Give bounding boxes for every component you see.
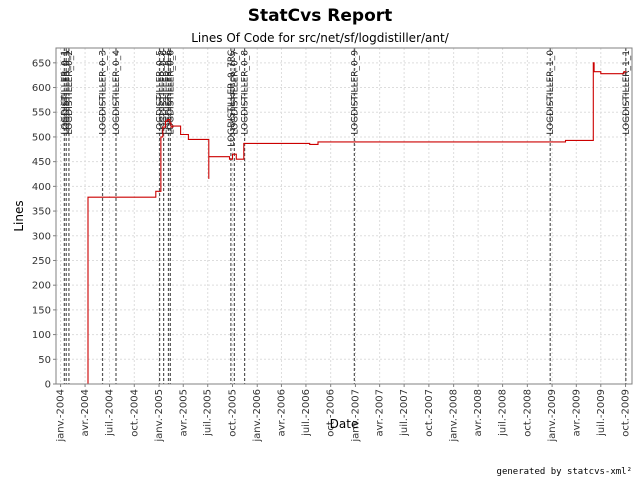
- x-tick-label: janv.-2004: [56, 389, 67, 443]
- x-tick-label: oct.-2005: [227, 389, 238, 437]
- release-marker-label: LOGDISTILLER_0_6: [164, 50, 174, 135]
- y-axis: 0 50 100 150 200 250 300 350 400 450 500 550 600 650: [32, 58, 56, 391]
- x-tick-label: juil.-2004: [105, 389, 116, 437]
- series-lines: [87, 62, 627, 385]
- y-tick-label: 300: [32, 231, 51, 242]
- footer-credit: generated by statcvs-xml²: [497, 467, 632, 477]
- x-tick-label: juil.-2006: [301, 389, 312, 437]
- x-tick-label: juil.-2008: [498, 389, 509, 437]
- x-tick-label: oct.-2007: [424, 389, 435, 437]
- x-tick-label: janv.-2008: [449, 389, 460, 443]
- release-marker-label: LOGDISTILLER_0_6: [160, 50, 170, 135]
- x-axis-label: Date: [330, 417, 359, 431]
- y-tick-label: 550: [32, 108, 51, 119]
- x-tick-label: avr.-2008: [473, 389, 484, 436]
- x-tick-label: avr.-2006: [276, 389, 287, 436]
- y-axis-label: Lines: [12, 200, 26, 231]
- y-tick-label: 250: [32, 256, 51, 267]
- release-marker-label: LOGDISTILLER_0_2: [65, 50, 75, 135]
- y-tick-label: 450: [32, 157, 51, 168]
- release-markers: LOGDISTILLER_0_1LOGDISTILLER_0_1LOGDISTI…: [60, 48, 632, 384]
- x-tick-label: janv.-2006: [252, 389, 263, 443]
- chart-title: StatCvs Report: [248, 6, 393, 26]
- x-tick-label: avr.-2007: [375, 389, 386, 436]
- release-marker-label: LOGDISTILLER_1_1: [622, 50, 632, 135]
- y-tick-label: 650: [32, 58, 51, 69]
- release-marker-label: LOGDISTILLER_1_0: [546, 50, 556, 135]
- x-tick-label: oct.-2009: [621, 389, 632, 437]
- x-tick-label: janv.-2007: [350, 389, 361, 443]
- chart-subtitle: Lines Of Code for src/net/sf/logdistille…: [191, 31, 449, 45]
- release-marker-label: LOGDISTILLER_0_1: [62, 50, 72, 135]
- y-tick-label: 350: [32, 207, 51, 218]
- y-tick-label: 600: [32, 83, 51, 94]
- release-marker-label: LOGDISTILLER_0_6: [166, 50, 176, 135]
- x-tick-label: avr.-2005: [178, 389, 189, 436]
- x-tick-label: juil.-2009: [596, 389, 607, 437]
- release-marker-label: LOGDISTILLER_0_1: [60, 50, 70, 135]
- x-tick-label: oct.-2004: [129, 389, 140, 437]
- y-tick-label: 200: [32, 281, 51, 292]
- plot-area: [56, 48, 632, 384]
- y-tick-label: 50: [38, 355, 51, 366]
- release-marker-label: LOGDISTILLER_0_5: [156, 50, 166, 135]
- x-tick-label: oct.-2006: [326, 389, 337, 437]
- release-marker-label: LOGDISTILLER_0_9: [350, 50, 360, 135]
- x-tick-label: janv.-2005: [154, 389, 165, 443]
- y-tick-label: 500: [32, 132, 51, 143]
- y-tick-label: 400: [32, 182, 51, 193]
- release-marker-label: LOGDISTILLER_0_7: [230, 50, 240, 135]
- loc-series-line: [87, 62, 627, 385]
- release-marker-label: LOGDISTILLER_0_3: [99, 50, 109, 135]
- x-tick-label: avr.-2009: [571, 389, 582, 436]
- x-tick-label: juil.-2005: [203, 389, 214, 437]
- release-marker-label: LOGDISTILLER_0_7RC: [227, 50, 237, 147]
- x-axis: janv.-2004 avr.-2004 juil.-2004 oct.-2004 ja…: [56, 384, 632, 443]
- grid: [56, 48, 632, 384]
- plot-border: [55, 47, 633, 385]
- x-tick-label: juil.-2007: [399, 389, 410, 437]
- y-tick-label: 0: [45, 380, 51, 391]
- release-marker-label: LOGDISTILLER_0_8: [241, 50, 251, 135]
- y-tick-label: 100: [32, 330, 51, 341]
- x-tick-label: janv.-2009: [547, 389, 558, 443]
- y-tick-label: 150: [32, 305, 51, 316]
- x-tick-label: avr.-2004: [80, 389, 91, 436]
- x-tick-label: oct.-2008: [522, 389, 533, 437]
- release-marker-label: LOGDISTILLER_0_4: [112, 50, 122, 135]
